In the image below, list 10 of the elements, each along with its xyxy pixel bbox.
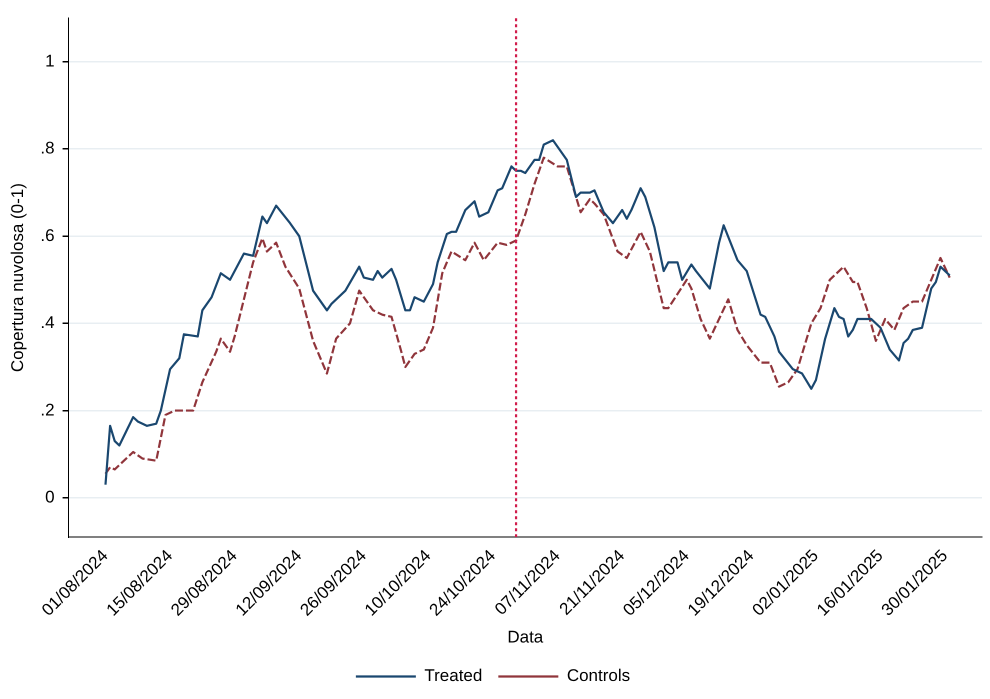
y-tick-label: .4 [40,313,55,332]
y-tick-label: .2 [40,400,55,420]
y-tick-label: .8 [40,138,55,158]
y-tick-label: .6 [40,226,55,245]
y-tick-label: 1 [45,51,55,70]
x-axis-title: Data [507,627,544,646]
legend-label: Controls [566,666,630,686]
y-axis-title: Copertura nuvolosa (0-1) [8,183,27,372]
legend-label: Treated [424,666,482,686]
y-tick-label: 0 [45,487,55,506]
